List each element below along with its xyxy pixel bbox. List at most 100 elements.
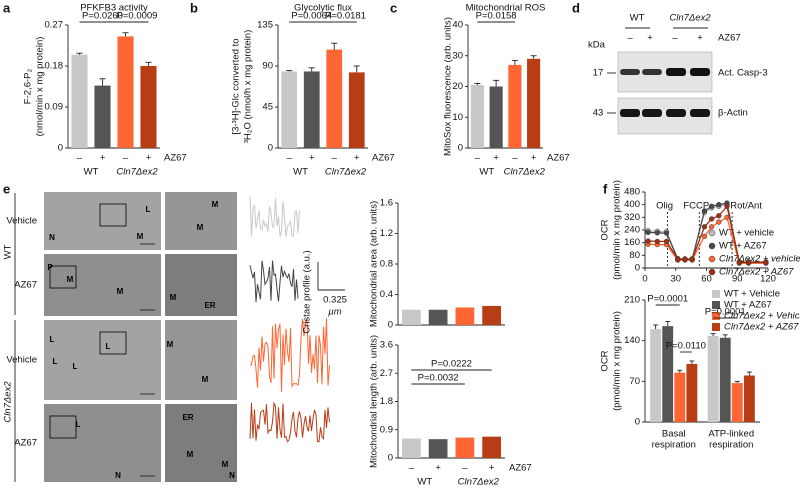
bar	[731, 383, 743, 422]
data-point	[645, 229, 651, 236]
zoom-box	[49, 415, 77, 439]
data-point	[701, 233, 708, 239]
injection-label: Rot/Ant	[730, 201, 762, 212]
data-point	[654, 230, 660, 236]
blot-protein: β-Actin	[718, 108, 748, 119]
blot-marker: 43	[593, 108, 604, 119]
x-tick-label: –	[123, 153, 129, 164]
treatment-label: AZ67	[164, 153, 187, 164]
legend-swatch	[712, 312, 720, 320]
bar	[348, 72, 365, 148]
blot-sign: +	[647, 33, 653, 44]
x-tick-label: +	[435, 463, 441, 474]
micrograph-label: N	[229, 471, 235, 480]
blot-sign: +	[697, 33, 703, 44]
y-tick-label: 140	[624, 335, 640, 346]
micrograph	[44, 254, 161, 316]
panel-letter: f	[603, 181, 608, 196]
bar	[482, 305, 501, 325]
blot-treatment: AZ67	[718, 33, 741, 44]
x-tick-label: +	[489, 463, 495, 474]
micrograph-label: M	[222, 460, 229, 469]
x-tick-label: 120	[760, 274, 776, 285]
p-value: P=0.0001	[705, 307, 746, 318]
bar	[428, 439, 448, 458]
bar	[482, 436, 501, 458]
x-tick-label: +	[100, 153, 106, 164]
zoom-box	[99, 331, 127, 355]
bar	[402, 309, 421, 325]
y-tick-label: 0.9	[380, 424, 393, 435]
y-axis-label: OCR	[600, 350, 611, 371]
genotype-label: WT	[3, 244, 14, 259]
micrograph-label: L	[106, 342, 111, 351]
p-value: P=0.0158	[476, 11, 517, 22]
group-label: WT	[84, 167, 99, 178]
legend-marker	[708, 255, 716, 263]
injection-label: Olig	[656, 201, 673, 212]
micrograph-label: M	[137, 232, 144, 241]
bar	[140, 66, 157, 148]
blot-band	[642, 69, 662, 75]
cristae-profile	[249, 195, 300, 237]
legend-label: Cln7Δex2 + Vehicle	[724, 311, 800, 322]
data-point	[763, 259, 769, 266]
y-tick-label: 135	[257, 20, 273, 31]
genotype-label: Cln7Δex2	[3, 381, 14, 423]
condition-label: Vehicle	[6, 355, 37, 366]
y-tick-label: 0	[458, 143, 463, 154]
data-point	[645, 238, 651, 244]
micrograph-label: M	[212, 200, 219, 209]
y-axis-label: (pmol/min x mg protein)	[612, 180, 623, 280]
blot-unit: kDa	[588, 40, 606, 51]
data-point	[716, 202, 722, 208]
bar	[281, 71, 298, 148]
zoom-box	[99, 203, 127, 227]
micrograph-label: L	[73, 362, 78, 371]
micrograph-label: L	[50, 335, 55, 344]
y-axis-label: F-2,6-P₂	[23, 69, 34, 105]
micrograph-zoom	[165, 404, 237, 482]
legend-label: Cln7Δex2 + vehicle	[719, 254, 800, 265]
data-point	[675, 256, 681, 262]
legend-marker	[708, 268, 716, 276]
p-value: P=0.0110	[666, 341, 706, 352]
x-tick-label: –	[77, 153, 83, 164]
y-tick-label: 0.27	[45, 20, 64, 31]
x-tick-label: 0	[642, 274, 647, 285]
bar	[71, 54, 88, 148]
condition-label: AZ67	[14, 438, 37, 449]
bar	[455, 307, 475, 325]
bar	[662, 326, 674, 422]
group-label: WT	[417, 477, 432, 488]
x-tick-label: respiration	[652, 440, 696, 451]
micrograph	[44, 192, 161, 250]
micrograph-label: P	[47, 263, 53, 272]
legend-swatch	[712, 323, 720, 331]
micrograph-label: N	[49, 233, 55, 242]
y-axis-label: [3-³H]-Glc converted to	[231, 38, 242, 134]
bar	[117, 36, 134, 149]
micrograph-label: L	[146, 205, 151, 214]
legend-label: WT + vehicle	[719, 228, 774, 239]
micrograph-label: M	[197, 223, 204, 232]
data-point	[716, 213, 722, 219]
y-tick-label: 160	[624, 237, 640, 248]
blot-band	[666, 68, 686, 76]
panel-letter: b	[190, 0, 198, 15]
y-axis-label: ³H₂O (nmol/h x mg protein)	[243, 30, 254, 144]
data-point	[708, 224, 715, 230]
legend-label: WT + Vehicle	[724, 289, 780, 300]
p-value: P=0.0181	[325, 11, 366, 22]
p-value: P=0.0009	[117, 11, 158, 22]
condition-label: Vehicle	[6, 216, 37, 227]
bar	[674, 372, 686, 422]
data-point	[682, 256, 688, 262]
x-tick-label: –	[462, 463, 468, 474]
y-tick-label: 0	[635, 263, 640, 274]
x-tick-label: –	[475, 153, 481, 164]
data-point	[663, 230, 670, 236]
x-tick-label: respiration	[709, 440, 753, 451]
micrograph-label: M	[187, 450, 194, 459]
y-tick-label: 0.4	[380, 289, 393, 300]
